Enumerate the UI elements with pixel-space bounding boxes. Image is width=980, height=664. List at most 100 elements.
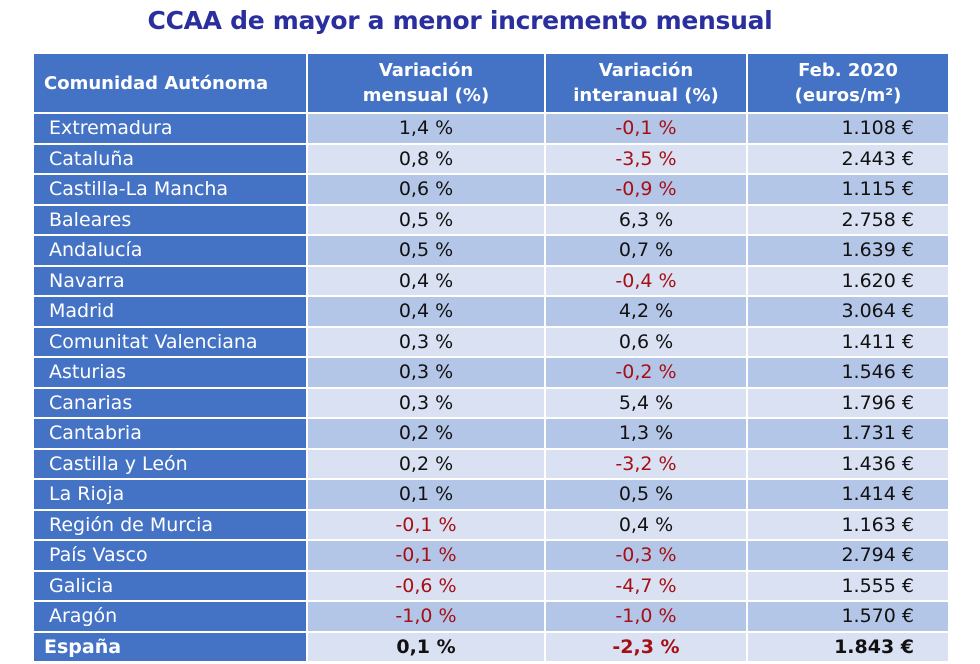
cell-annual: -0,1 % [544, 112, 748, 145]
cell-price: 1.411 € [746, 325, 950, 358]
cell-monthly: -0,1 % [306, 539, 546, 572]
table-row: Comunitat Valenciana 0,3 % 0,6 % 1.411 € [32, 325, 950, 358]
cell-monthly: 0,4 % [306, 264, 546, 297]
cell-annual: -4,7 % [544, 569, 748, 602]
header-price: Feb. 2020 (euros/m²) [746, 52, 950, 114]
table-row: Canarias 0,3 % 5,4 % 1.796 € [32, 386, 950, 419]
cell-region: País Vasco [32, 539, 308, 572]
table-header-row: Comunidad Autónoma Variación mensual (%) … [32, 52, 950, 114]
table-row: Galicia -0,6 % -4,7 % 1.555 € [32, 569, 950, 602]
header-annual-line2: interanual (%) [573, 85, 719, 106]
table-row: Cataluña 0,8 % -3,5 % 2.443 € [32, 142, 950, 175]
cell-price: 2.794 € [746, 539, 950, 572]
cell-region: Cataluña [32, 142, 308, 175]
table-row: País Vasco -0,1 % -0,3 % 2.794 € [32, 539, 950, 572]
cell-annual: 0,4 % [544, 508, 748, 541]
cell-price: 1.620 € [746, 264, 950, 297]
cell-monthly: 0,2 % [306, 447, 546, 480]
cell-monthly: -0,1 % [306, 508, 546, 541]
cell-monthly: 0,3 % [306, 325, 546, 358]
cell-region: Baleares [32, 203, 308, 236]
cell-annual: -1,0 % [544, 600, 748, 633]
cell-region: España [32, 630, 308, 663]
cell-region: Castilla y León [32, 447, 308, 480]
cell-region: Galicia [32, 569, 308, 602]
cell-price: 1.843 € [746, 630, 950, 663]
table-row: Navarra 0,4 % -0,4 % 1.620 € [32, 264, 950, 297]
table-row: Andalucía 0,5 % 0,7 % 1.639 € [32, 234, 950, 267]
cell-monthly: -0,6 % [306, 569, 546, 602]
cell-annual: 4,2 % [544, 295, 748, 328]
cell-annual: -0,4 % [544, 264, 748, 297]
cell-price: 1.414 € [746, 478, 950, 511]
cell-monthly: 0,1 % [306, 478, 546, 511]
cell-monthly: 0,6 % [306, 173, 546, 206]
cell-annual: -3,5 % [544, 142, 748, 175]
cell-monthly: 1,4 % [306, 112, 546, 145]
cell-annual: -0,3 % [544, 539, 748, 572]
cell-annual: -3,2 % [544, 447, 748, 480]
cell-region: Región de Murcia [32, 508, 308, 541]
cell-price: 1.731 € [746, 417, 950, 450]
cell-region: Castilla-La Mancha [32, 173, 308, 206]
cell-price: 3.064 € [746, 295, 950, 328]
header-price-line2: (euros/m²) [794, 85, 902, 106]
cell-annual: 6,3 % [544, 203, 748, 236]
cell-price: 1.555 € [746, 569, 950, 602]
table-row: La Rioja 0,1 % 0,5 % 1.414 € [32, 478, 950, 511]
cell-price: 1.639 € [746, 234, 950, 267]
cell-region: Canarias [32, 386, 308, 419]
header-monthly: Variación mensual (%) [306, 52, 546, 114]
cell-monthly: 0,4 % [306, 295, 546, 328]
cell-monthly: 0,2 % [306, 417, 546, 450]
table-row: Castilla y León 0,2 % -3,2 % 1.436 € [32, 447, 950, 480]
cell-annual: 0,6 % [544, 325, 748, 358]
cell-region: Navarra [32, 264, 308, 297]
cell-price: 1.546 € [746, 356, 950, 389]
cell-region: Madrid [32, 295, 308, 328]
cell-monthly: -1,0 % [306, 600, 546, 633]
cell-price: 2.443 € [746, 142, 950, 175]
cell-price: 1.570 € [746, 600, 950, 633]
ccaa-table: Comunidad Autónoma Variación mensual (%) … [32, 52, 950, 663]
header-annual-line1: Variación [598, 60, 694, 81]
table-row: Baleares 0,5 % 6,3 % 2.758 € [32, 203, 950, 236]
cell-region: Extremadura [32, 112, 308, 145]
header-region: Comunidad Autónoma [32, 52, 308, 114]
cell-region: Comunitat Valenciana [32, 325, 308, 358]
page-title: CCAA de mayor a menor incremento mensual [147, 6, 773, 35]
cell-annual: 0,5 % [544, 478, 748, 511]
cell-monthly: 0,3 % [306, 386, 546, 419]
cell-region: Asturias [32, 356, 308, 389]
cell-price: 1.163 € [746, 508, 950, 541]
header-price-line1: Feb. 2020 [798, 60, 898, 81]
table-row: Extremadura 1,4 % -0,1 % 1.108 € [32, 112, 950, 145]
cell-price: 1.796 € [746, 386, 950, 419]
cell-price: 1.115 € [746, 173, 950, 206]
cell-annual: 5,4 % [544, 386, 748, 419]
cell-annual: -0,9 % [544, 173, 748, 206]
table-row: Madrid 0,4 % 4,2 % 3.064 € [32, 295, 950, 328]
header-monthly-line2: mensual (%) [362, 85, 490, 106]
cell-monthly: 0,1 % [306, 630, 546, 663]
table-row: Región de Murcia -0,1 % 0,4 % 1.163 € [32, 508, 950, 541]
cell-price: 1.108 € [746, 112, 950, 145]
cell-annual: -0,2 % [544, 356, 748, 389]
header-annual: Variación interanual (%) [544, 52, 748, 114]
table-row: Aragón -1,0 % -1,0 % 1.570 € [32, 600, 950, 633]
cell-region: La Rioja [32, 478, 308, 511]
table-row: Cantabria 0,2 % 1,3 % 1.731 € [32, 417, 950, 450]
cell-region: Cantabria [32, 417, 308, 450]
table-row: Asturias 0,3 % -0,2 % 1.546 € [32, 356, 950, 389]
table-row-total: España 0,1 % -2,3 % 1.843 € [32, 630, 950, 663]
cell-monthly: 0,5 % [306, 234, 546, 267]
cell-price: 1.436 € [746, 447, 950, 480]
header-monthly-line1: Variación [378, 60, 474, 81]
cell-region: Aragón [32, 600, 308, 633]
cell-price: 2.758 € [746, 203, 950, 236]
cell-monthly: 0,8 % [306, 142, 546, 175]
cell-monthly: 0,5 % [306, 203, 546, 236]
cell-annual: -2,3 % [544, 630, 748, 663]
cell-annual: 1,3 % [544, 417, 748, 450]
cell-monthly: 0,3 % [306, 356, 546, 389]
